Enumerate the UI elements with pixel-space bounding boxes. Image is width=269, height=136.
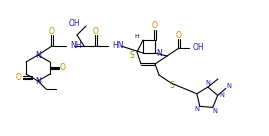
Text: O: O xyxy=(176,30,182,39)
Text: S: S xyxy=(170,81,174,89)
Text: N: N xyxy=(206,80,211,86)
Text: N: N xyxy=(195,106,200,112)
Text: N: N xyxy=(35,50,41,60)
Text: N: N xyxy=(226,84,231,89)
Text: O: O xyxy=(16,73,22,82)
Text: NH: NH xyxy=(70,41,82,50)
Text: O: O xyxy=(60,64,66,72)
Text: OH: OH xyxy=(193,44,205,52)
Text: O: O xyxy=(93,27,99,35)
Text: N: N xyxy=(35,76,41,86)
Text: H: H xyxy=(134,33,139,38)
Text: OH: OH xyxy=(68,18,80,27)
Text: HN: HN xyxy=(112,41,123,50)
Text: O: O xyxy=(49,27,55,35)
Text: N: N xyxy=(219,92,224,98)
Text: N: N xyxy=(212,108,217,114)
Text: S: S xyxy=(130,50,134,60)
Text: O: O xyxy=(152,21,158,30)
Text: N: N xyxy=(156,49,162,58)
